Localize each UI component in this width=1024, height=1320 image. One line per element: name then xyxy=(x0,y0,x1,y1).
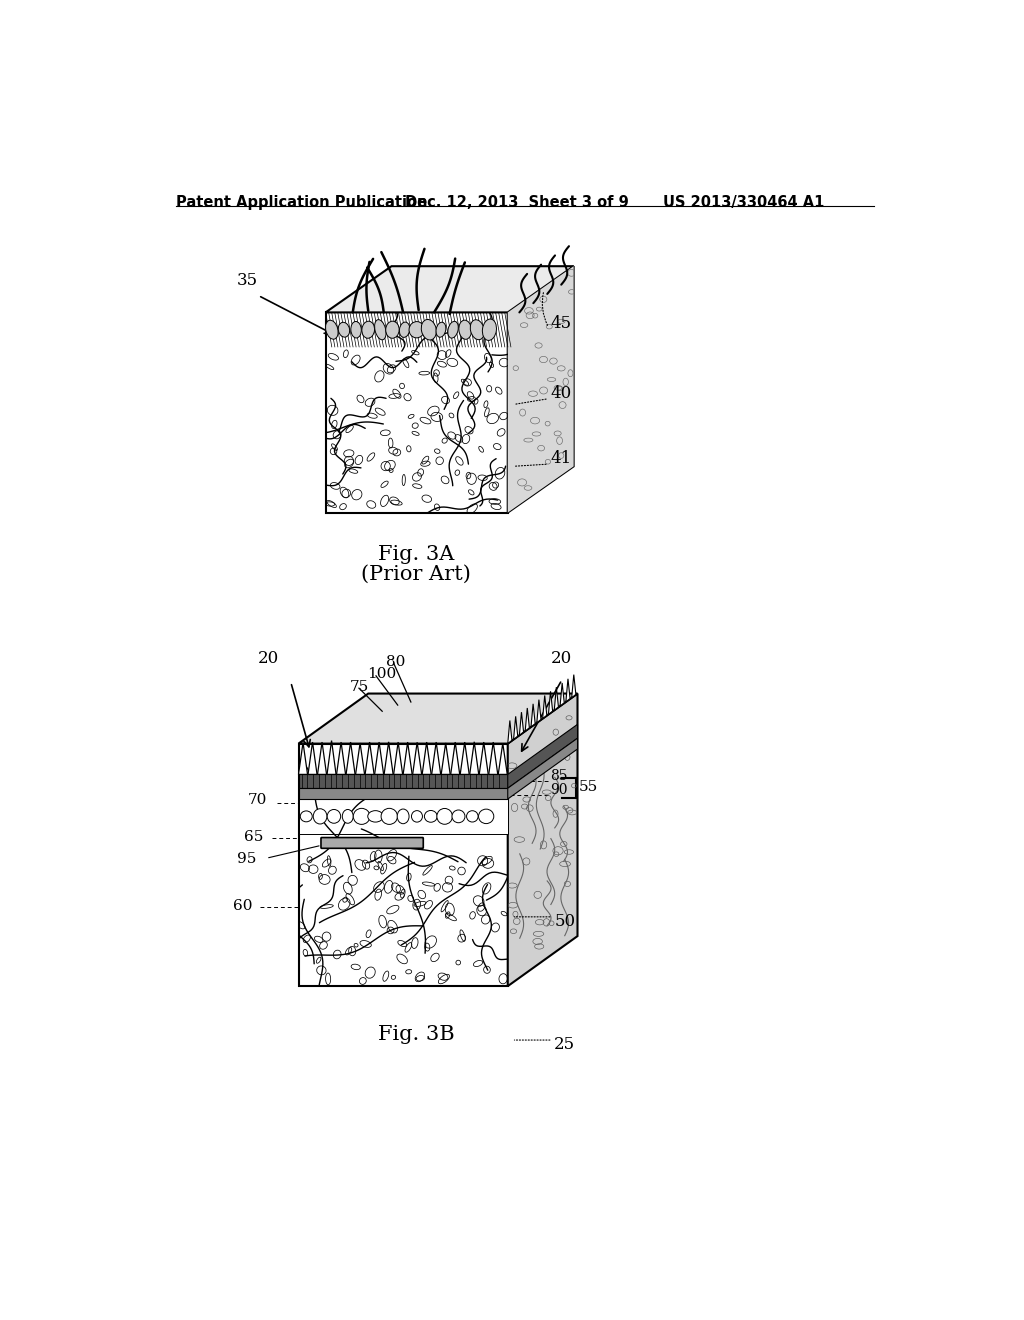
Polygon shape xyxy=(508,725,578,788)
Ellipse shape xyxy=(300,810,312,822)
Polygon shape xyxy=(299,775,508,788)
Polygon shape xyxy=(337,742,345,775)
Polygon shape xyxy=(326,313,508,512)
Polygon shape xyxy=(508,721,512,743)
Ellipse shape xyxy=(397,809,409,824)
Ellipse shape xyxy=(421,319,436,341)
Text: 80: 80 xyxy=(386,655,406,669)
Polygon shape xyxy=(393,742,402,775)
Ellipse shape xyxy=(447,321,459,338)
Text: Fig. 3B: Fig. 3B xyxy=(378,1024,455,1044)
Ellipse shape xyxy=(351,322,361,338)
Text: 90: 90 xyxy=(550,783,568,797)
Ellipse shape xyxy=(368,810,383,822)
Polygon shape xyxy=(326,267,573,313)
Ellipse shape xyxy=(326,321,338,339)
Polygon shape xyxy=(543,696,547,718)
Polygon shape xyxy=(508,738,578,799)
Polygon shape xyxy=(508,693,578,986)
FancyBboxPatch shape xyxy=(321,837,423,849)
Ellipse shape xyxy=(436,322,445,337)
Polygon shape xyxy=(499,743,507,775)
Polygon shape xyxy=(308,742,317,775)
Ellipse shape xyxy=(313,809,327,824)
Text: 41: 41 xyxy=(550,450,571,467)
Text: 45: 45 xyxy=(550,315,571,333)
Polygon shape xyxy=(566,678,570,702)
Polygon shape xyxy=(554,688,558,710)
Polygon shape xyxy=(470,742,479,775)
Text: 40: 40 xyxy=(550,384,571,401)
Polygon shape xyxy=(514,717,518,739)
Polygon shape xyxy=(375,742,384,775)
Text: Patent Application Publication: Patent Application Publication xyxy=(176,195,428,210)
Ellipse shape xyxy=(437,808,453,824)
Text: 20: 20 xyxy=(550,649,571,667)
Ellipse shape xyxy=(470,319,484,339)
Polygon shape xyxy=(299,693,578,743)
Polygon shape xyxy=(519,713,523,735)
Polygon shape xyxy=(525,708,529,731)
Text: 85: 85 xyxy=(550,770,568,783)
Polygon shape xyxy=(355,743,365,775)
Ellipse shape xyxy=(467,810,478,822)
Ellipse shape xyxy=(381,808,397,825)
Polygon shape xyxy=(384,742,393,775)
Polygon shape xyxy=(549,692,553,714)
Polygon shape xyxy=(451,742,460,775)
Polygon shape xyxy=(441,743,451,775)
Ellipse shape xyxy=(338,322,349,337)
Polygon shape xyxy=(560,682,564,706)
Ellipse shape xyxy=(353,808,370,825)
Text: 95: 95 xyxy=(237,853,256,866)
Polygon shape xyxy=(299,788,508,799)
Text: Fig. 3A: Fig. 3A xyxy=(378,545,455,564)
Text: 70: 70 xyxy=(248,793,267,807)
Ellipse shape xyxy=(409,322,424,338)
Text: 35: 35 xyxy=(237,272,258,289)
Ellipse shape xyxy=(361,321,375,338)
Text: 60: 60 xyxy=(232,899,252,913)
Polygon shape xyxy=(488,742,498,775)
Polygon shape xyxy=(299,743,508,986)
Text: Dec. 12, 2013  Sheet 3 of 9: Dec. 12, 2013 Sheet 3 of 9 xyxy=(406,195,629,210)
Polygon shape xyxy=(460,742,469,775)
Polygon shape xyxy=(508,267,573,512)
Ellipse shape xyxy=(424,810,437,822)
Polygon shape xyxy=(346,742,355,775)
Ellipse shape xyxy=(399,322,410,338)
Polygon shape xyxy=(403,742,413,775)
Ellipse shape xyxy=(459,321,471,339)
Ellipse shape xyxy=(482,319,497,341)
Polygon shape xyxy=(479,742,488,775)
Text: 100: 100 xyxy=(367,667,396,681)
Polygon shape xyxy=(299,743,307,775)
Text: US 2013/330464 A1: US 2013/330464 A1 xyxy=(663,195,824,210)
Polygon shape xyxy=(571,675,575,698)
Text: 55: 55 xyxy=(579,780,598,795)
Polygon shape xyxy=(432,742,440,775)
Polygon shape xyxy=(537,700,541,723)
Polygon shape xyxy=(508,267,573,512)
Text: 50: 50 xyxy=(554,913,575,931)
Ellipse shape xyxy=(452,810,465,822)
Polygon shape xyxy=(422,742,431,775)
Ellipse shape xyxy=(412,810,423,822)
Polygon shape xyxy=(299,799,508,834)
Polygon shape xyxy=(327,741,336,775)
Text: (Prior Art): (Prior Art) xyxy=(361,565,471,583)
Text: 65: 65 xyxy=(245,830,263,843)
Ellipse shape xyxy=(342,809,353,824)
Ellipse shape xyxy=(375,319,386,339)
Ellipse shape xyxy=(386,321,399,338)
Ellipse shape xyxy=(478,809,494,824)
Ellipse shape xyxy=(328,809,341,824)
Polygon shape xyxy=(366,742,374,775)
Text: 25: 25 xyxy=(554,1036,575,1053)
Text: 20: 20 xyxy=(258,649,280,667)
Polygon shape xyxy=(531,704,536,727)
Text: 75: 75 xyxy=(349,681,369,694)
Polygon shape xyxy=(413,742,422,775)
Polygon shape xyxy=(317,742,327,775)
